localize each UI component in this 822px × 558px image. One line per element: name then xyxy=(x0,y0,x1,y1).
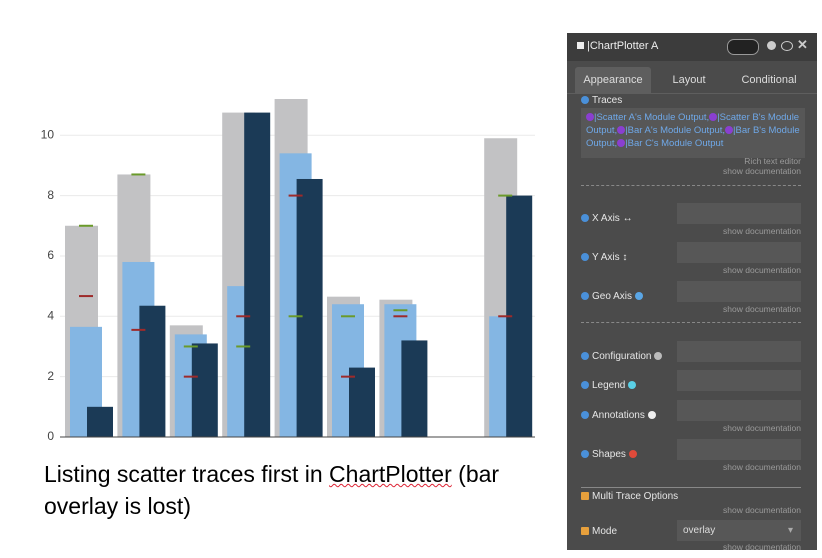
label-text: Traces xyxy=(592,95,623,106)
text-input[interactable] xyxy=(677,281,801,302)
doc-link[interactable]: show documentation xyxy=(723,166,801,176)
icon xyxy=(577,42,584,49)
label-text: Y Axis ↕ xyxy=(592,252,628,263)
trace-pill xyxy=(617,139,626,147)
caption-text: (bar overlay is lost) xyxy=(44,461,500,519)
text-input[interactable] xyxy=(677,370,801,391)
trace-name: |Bar B's Module Output, xyxy=(586,125,800,149)
icon xyxy=(581,411,589,419)
icon xyxy=(581,214,589,222)
text-input[interactable] xyxy=(677,203,801,224)
bar xyxy=(401,340,428,437)
trace-name: |Bar C's Module Output xyxy=(625,138,724,149)
tab[interactable]: Layout xyxy=(672,74,706,86)
doc-link[interactable]: show documentation xyxy=(723,423,801,433)
icon xyxy=(581,381,589,389)
field-label: Legend xyxy=(581,380,637,391)
y-tick-label: 2 xyxy=(47,369,54,383)
info-icon[interactable] xyxy=(767,41,776,50)
caption-text: ChartPlotter xyxy=(329,461,452,487)
text-input[interactable] xyxy=(677,242,801,263)
bar xyxy=(139,305,166,437)
text-input[interactable] xyxy=(677,400,801,421)
bar xyxy=(296,178,323,437)
label-text: Annotations xyxy=(592,410,645,421)
field-label: Configuration xyxy=(581,351,663,362)
doc-link[interactable]: show documentation xyxy=(723,265,801,275)
rich-text-input[interactable]: |Scatter A's Module Output, |Scatter B's … xyxy=(581,108,805,158)
trace-name: |Scatter A's Module Output, xyxy=(594,112,710,123)
caption-text: Listing scatter traces first in xyxy=(44,461,330,487)
icon xyxy=(581,450,589,458)
doc-link[interactable]: show documentation xyxy=(723,505,801,515)
field-label: Shapes xyxy=(581,449,637,460)
trace-pill xyxy=(617,126,626,134)
field-label: Multi Trace Options xyxy=(581,491,678,502)
comment-icon[interactable] xyxy=(781,41,793,51)
dropdown-value: overlay xyxy=(683,525,716,536)
label-text: Shapes xyxy=(592,449,626,460)
label-text: Configuration xyxy=(592,351,652,362)
icon xyxy=(635,292,644,300)
y-tick-label: 0 xyxy=(47,429,54,443)
y-tick-label: 8 xyxy=(47,188,54,202)
field-label: Mode xyxy=(581,526,617,537)
doc-link[interactable]: show documentation xyxy=(723,226,801,236)
trace-name: |Bar A's Module Output, xyxy=(625,125,726,136)
tab[interactable]: Conditional xyxy=(741,74,797,86)
trace-pill xyxy=(725,126,734,134)
bar xyxy=(87,406,113,437)
divider xyxy=(581,487,801,488)
doc-link[interactable]: show documentation xyxy=(723,542,801,550)
field-label: X Axis ↔ xyxy=(581,213,633,224)
bar xyxy=(349,367,375,437)
trace-pill xyxy=(709,113,718,121)
chart: 0 2 4 6 8 10 xyxy=(41,99,535,443)
close-icon[interactable]: ✕ xyxy=(797,37,808,52)
divider xyxy=(581,322,801,323)
panel-title: |ChartPlotter A xyxy=(587,40,659,52)
trace-name: |Scatter B's Module Output, xyxy=(586,112,800,136)
divider xyxy=(581,185,801,186)
doc-link[interactable]: show documentation xyxy=(723,304,801,314)
icon xyxy=(581,253,589,261)
y-tick-label: 10 xyxy=(41,127,55,141)
toggle[interactable] xyxy=(727,39,759,55)
icon xyxy=(628,450,637,458)
y-tick-label: 6 xyxy=(47,248,54,262)
icon xyxy=(647,411,656,419)
hint: Rich text editor xyxy=(744,156,801,166)
label-text: Legend xyxy=(592,380,626,391)
icon xyxy=(654,352,663,360)
label-text: X Axis ↔ xyxy=(592,213,633,224)
text-input[interactable] xyxy=(677,341,801,362)
text-input[interactable] xyxy=(677,439,801,460)
icon xyxy=(581,292,589,300)
doc-link[interactable]: show documentation xyxy=(723,462,801,472)
trace-pill xyxy=(586,113,594,121)
label-text: Multi Trace Options xyxy=(592,491,679,502)
property-panel: |ChartPlotter A ✕ Appearance Layout Cond… xyxy=(567,33,817,550)
field-label: Geo Axis xyxy=(581,291,644,302)
dropdown[interactable]: overlay ▾ xyxy=(677,520,801,541)
tab-body xyxy=(567,93,817,550)
icon xyxy=(628,381,637,389)
bar xyxy=(244,112,271,437)
bar xyxy=(191,343,218,437)
caption: Listing scatter traces first in ChartPlo… xyxy=(44,458,564,522)
label-text: Geo Axis xyxy=(592,291,633,302)
field-label: Annotations xyxy=(581,410,656,421)
field-label: Y Axis ↕ xyxy=(581,252,627,263)
y-tick-label: 4 xyxy=(47,308,54,322)
tab[interactable]: Appearance xyxy=(575,67,651,93)
field-label: Traces xyxy=(581,95,622,106)
icon xyxy=(581,352,589,360)
label-text: Mode xyxy=(592,526,618,537)
